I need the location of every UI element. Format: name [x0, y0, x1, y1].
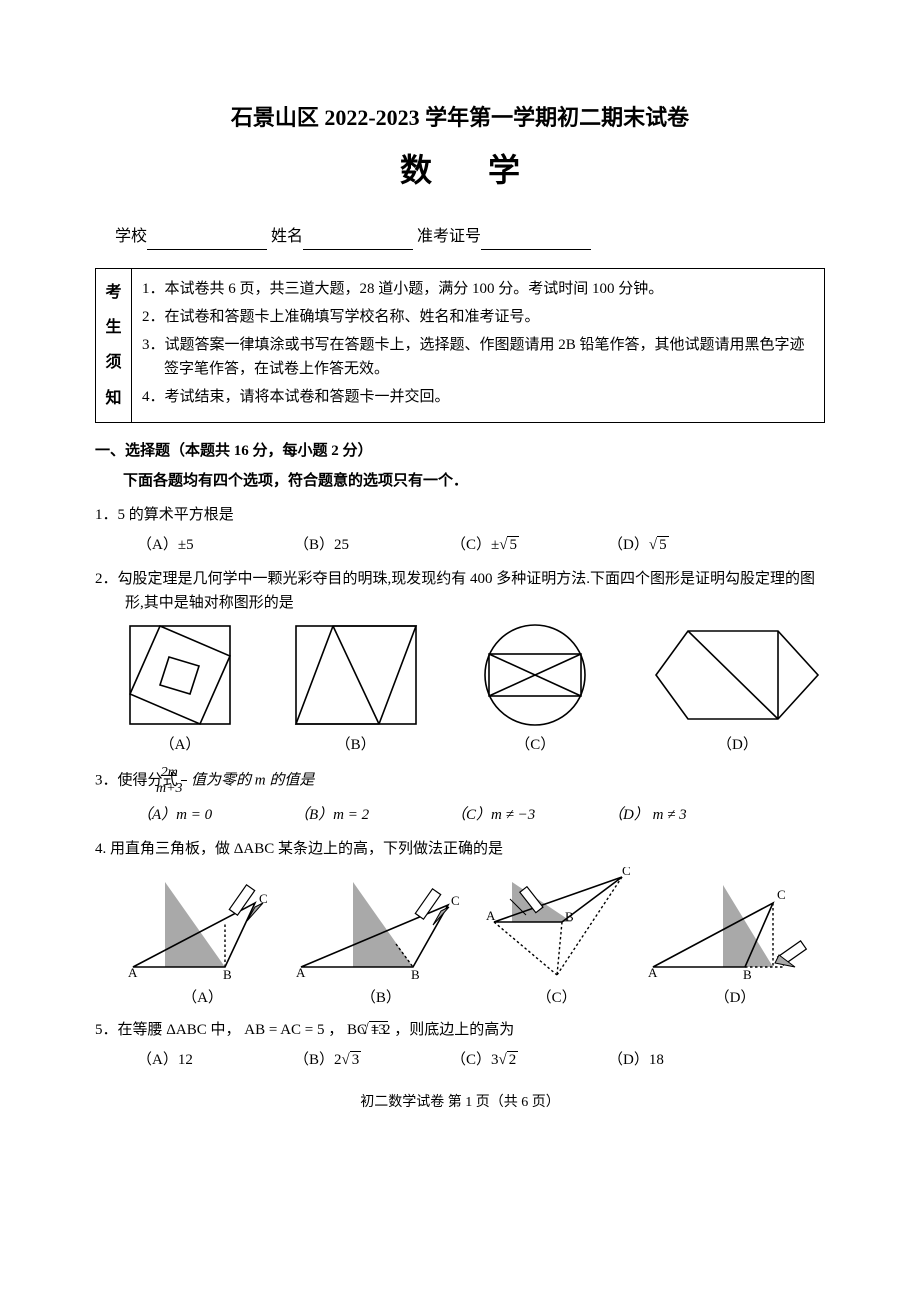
- section-1-subtitle: 下面各题均有四个选项，符合题意的选项只有一个．: [95, 469, 825, 493]
- svg-text:A: A: [648, 965, 658, 980]
- svg-text:B: B: [565, 909, 574, 924]
- svg-text:B: B: [743, 967, 752, 982]
- question-4: 4. 用直角三角板，做 ΔABC 某条边上的高，下列做法正确的是: [95, 837, 825, 861]
- svg-text:A: A: [128, 965, 138, 980]
- name-label: 姓名: [271, 228, 303, 245]
- svg-text:C: C: [777, 887, 786, 902]
- figure-label: （B）: [361, 986, 401, 1010]
- option-a: （A）12: [137, 1048, 294, 1072]
- id-label: 准考证号: [417, 228, 481, 245]
- q4-figure-a: A B C: [125, 867, 280, 982]
- figure-label: （D）: [717, 733, 758, 757]
- notice-box: 考生须知 1．本试卷共 6 页，共三道大题，28 道小题，满分 100 分。考试…: [95, 268, 825, 423]
- school-label: 学校: [115, 228, 147, 245]
- q4-figure-c: A B C: [482, 867, 632, 982]
- figure-label: （A）: [160, 733, 201, 757]
- q2-figure-d: [650, 621, 825, 729]
- exam-subject: 数 学: [95, 145, 825, 196]
- option-d: （D）18: [608, 1048, 765, 1072]
- figure-label: （C）: [537, 986, 577, 1010]
- notice-side-label: 考生须知: [96, 268, 132, 422]
- name-blank: [303, 230, 413, 250]
- option-b: （B）25: [294, 533, 451, 557]
- question-2-figures: （A） （B） （C） （D）: [125, 621, 825, 757]
- question-4-figures: A B C （A） A B C （B） A B C: [125, 867, 825, 1010]
- page-footer: 初二数学试卷 第 1 页（共 6 页）: [95, 1092, 825, 1114]
- svg-text:C: C: [451, 893, 460, 908]
- option-b: （B）23: [294, 1048, 451, 1072]
- svg-text:C: C: [259, 891, 268, 906]
- question-3: 3．使得分式 2mm+3 值为零的 m 的值是: [95, 765, 825, 797]
- option-d: （D） m ≠ 3: [608, 803, 765, 827]
- q2-figure-a: [125, 621, 235, 729]
- question-5-options: （A）12 （B）23 （C）32 （D）18: [95, 1048, 825, 1072]
- svg-text:A: A: [486, 908, 496, 923]
- notice-list: 1．本试卷共 6 页，共三道大题，28 道小题，满分 100 分。考试时间 10…: [142, 277, 814, 409]
- option-c: （C）32: [451, 1048, 608, 1072]
- notice-item: 1．本试卷共 6 页，共三道大题，28 道小题，满分 100 分。考试时间 10…: [142, 277, 814, 301]
- section-1-title: 一、选择题（本题共 16 分，每小题 2 分）: [95, 439, 825, 463]
- id-blank: [481, 230, 591, 250]
- figure-label: （A）: [182, 986, 223, 1010]
- q2-figure-b: [291, 621, 421, 729]
- question-1-options: （A）±5 （B）25 （C）±5 （D）5: [95, 533, 825, 557]
- question-3-options: （A）m = 0 （B）m = 2 （C）m ≠ −3 （D） m ≠ 3: [95, 803, 825, 827]
- student-info-line: 学校 姓名 准考证号: [95, 224, 825, 250]
- figure-label: （D）: [715, 986, 756, 1010]
- option-d: （D）5: [608, 533, 765, 557]
- option-b: （B）m = 2: [294, 803, 451, 827]
- figure-label: （B）: [336, 733, 376, 757]
- question-5: 5．在等腰 ΔABC 中， AB = AC = 5 ， BC = 213 ，则底…: [95, 1018, 825, 1042]
- question-1: 1．5 的算术平方根是: [95, 503, 825, 527]
- svg-text:C: C: [622, 867, 631, 878]
- svg-text:B: B: [223, 967, 232, 982]
- notice-item: 2．在试卷和答题卡上准确填写学校名称、姓名和准考证号。: [142, 305, 814, 329]
- q2-figure-c: [476, 621, 594, 729]
- q4-figure-d: A B C: [645, 867, 825, 982]
- option-a: （A）±5: [137, 533, 294, 557]
- school-blank: [147, 230, 267, 250]
- notice-item: 4．考试结束，请将本试卷和答题卡一并交回。: [142, 385, 814, 409]
- exam-title: 石景山区 2022-2023 学年第一学期初二期末试卷: [95, 100, 825, 135]
- figure-label: （C）: [515, 733, 555, 757]
- svg-text:B: B: [411, 967, 420, 982]
- question-2: 2．勾股定理是几何学中一颗光彩夺目的明珠,现发现约有 400 多种证明方法.下面…: [95, 567, 825, 615]
- option-c: （C）±5: [451, 533, 608, 557]
- svg-text:A: A: [296, 965, 306, 980]
- option-a: （A）m = 0: [137, 803, 294, 827]
- q4-figure-b: A B C: [293, 867, 468, 982]
- option-c: （C）m ≠ −3: [451, 803, 608, 827]
- notice-item: 3．试题答案一律填涂或书写在答题卡上，选择题、作图题请用 2B 铅笔作答，其他试…: [142, 333, 814, 381]
